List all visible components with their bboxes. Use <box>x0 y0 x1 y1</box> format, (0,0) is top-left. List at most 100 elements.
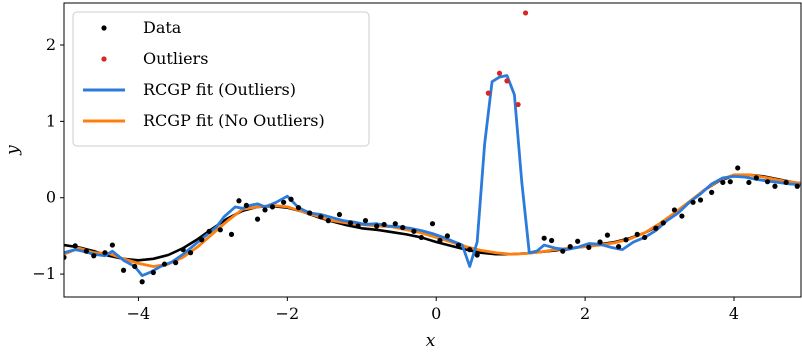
data-point <box>541 235 547 241</box>
data-point <box>575 238 581 244</box>
data-point <box>753 175 759 181</box>
data-point <box>560 248 566 254</box>
data-point <box>467 247 473 253</box>
data-point <box>254 216 261 222</box>
data-point <box>374 223 380 229</box>
data-point <box>83 248 89 254</box>
legend-label: Outliers <box>143 49 208 68</box>
outlier-point <box>485 90 491 96</box>
data-point <box>187 250 194 256</box>
data-point <box>262 207 268 213</box>
data-point <box>72 243 78 249</box>
data-point <box>217 227 223 233</box>
outlier-point <box>496 70 503 76</box>
data-point <box>671 207 678 213</box>
data-point <box>243 202 249 208</box>
data-point <box>288 196 294 202</box>
data-point <box>586 244 592 250</box>
data-point <box>642 234 648 241</box>
data-point <box>735 165 741 171</box>
data-point <box>102 250 108 256</box>
data-point <box>690 199 696 205</box>
data-point <box>720 179 726 186</box>
y-tick-label: −1 <box>32 264 56 283</box>
legend-marker-dot <box>101 56 107 62</box>
data-point <box>604 232 611 238</box>
data-point <box>381 221 387 228</box>
data-point <box>616 244 622 250</box>
data-point <box>679 213 685 219</box>
plot-area <box>64 10 801 285</box>
legend-box <box>72 11 370 147</box>
y-tick-label: 1 <box>46 111 56 130</box>
data-point <box>206 228 212 234</box>
legend-marker-dot <box>101 25 107 31</box>
data-point <box>746 179 752 186</box>
true-function-line <box>64 173 801 262</box>
data-point <box>281 199 287 205</box>
y-axis-label: y <box>3 145 23 156</box>
data-point <box>236 198 242 204</box>
data-point <box>64 254 67 260</box>
data-point <box>392 221 398 227</box>
data-point <box>362 218 369 224</box>
y-tick-label: 0 <box>46 188 56 207</box>
data-point <box>400 224 406 231</box>
data-point <box>411 228 417 234</box>
data-point <box>325 218 331 224</box>
data-point <box>709 189 715 195</box>
outlier-point <box>515 101 521 108</box>
data-point <box>199 237 205 243</box>
legend: Data Outliers RCGP fit (Outliers) RCGP fit … <box>72 11 370 147</box>
data-point <box>355 223 361 229</box>
axes: −4 −2 0 2 4 −1 0 1 2 x y <box>3 2 802 351</box>
legend-label: RCGP fit (No Outliers) <box>143 111 325 130</box>
data-point <box>455 242 462 248</box>
x-tick-label: 0 <box>431 304 441 323</box>
data-point <box>653 225 659 231</box>
data-point <box>727 179 733 185</box>
x-axis-label: x <box>426 331 436 351</box>
outlier-point <box>522 10 529 16</box>
data-point <box>295 205 302 211</box>
data-point <box>697 197 704 203</box>
x-tick-label: −4 <box>127 304 151 323</box>
outlier-point <box>504 78 510 84</box>
data-point <box>772 183 778 189</box>
x-tick-label: −2 <box>276 304 300 323</box>
y-tick-label: 2 <box>46 35 56 54</box>
data-point <box>660 220 666 226</box>
data-point <box>307 210 313 216</box>
data-point <box>161 261 168 267</box>
data-point <box>567 244 573 250</box>
data-point <box>348 220 354 226</box>
data-point <box>764 179 771 185</box>
data-point <box>109 242 115 248</box>
data-point <box>444 233 450 239</box>
data-point <box>91 253 97 259</box>
data-point <box>634 231 640 237</box>
data-point <box>597 239 603 245</box>
data-point <box>429 221 436 227</box>
legend-label: RCGP fit (Outliers) <box>143 80 296 99</box>
axes-frame <box>63 2 802 298</box>
legend-label: Data <box>143 18 182 37</box>
data-point <box>549 237 555 244</box>
data-point <box>318 214 324 220</box>
data-point <box>180 247 186 253</box>
data-point <box>623 237 629 243</box>
data-point <box>336 211 343 218</box>
data-point <box>139 279 145 285</box>
data-point <box>269 204 276 210</box>
data-point <box>783 179 789 186</box>
x-tick-label: 4 <box>729 304 739 323</box>
data-point <box>173 260 179 266</box>
data-point <box>120 267 127 273</box>
data-point <box>437 237 443 244</box>
data-point <box>228 231 235 237</box>
x-tick-label: 2 <box>580 304 590 323</box>
data-point <box>150 269 156 276</box>
data-point <box>474 252 480 258</box>
data-point <box>794 183 800 189</box>
